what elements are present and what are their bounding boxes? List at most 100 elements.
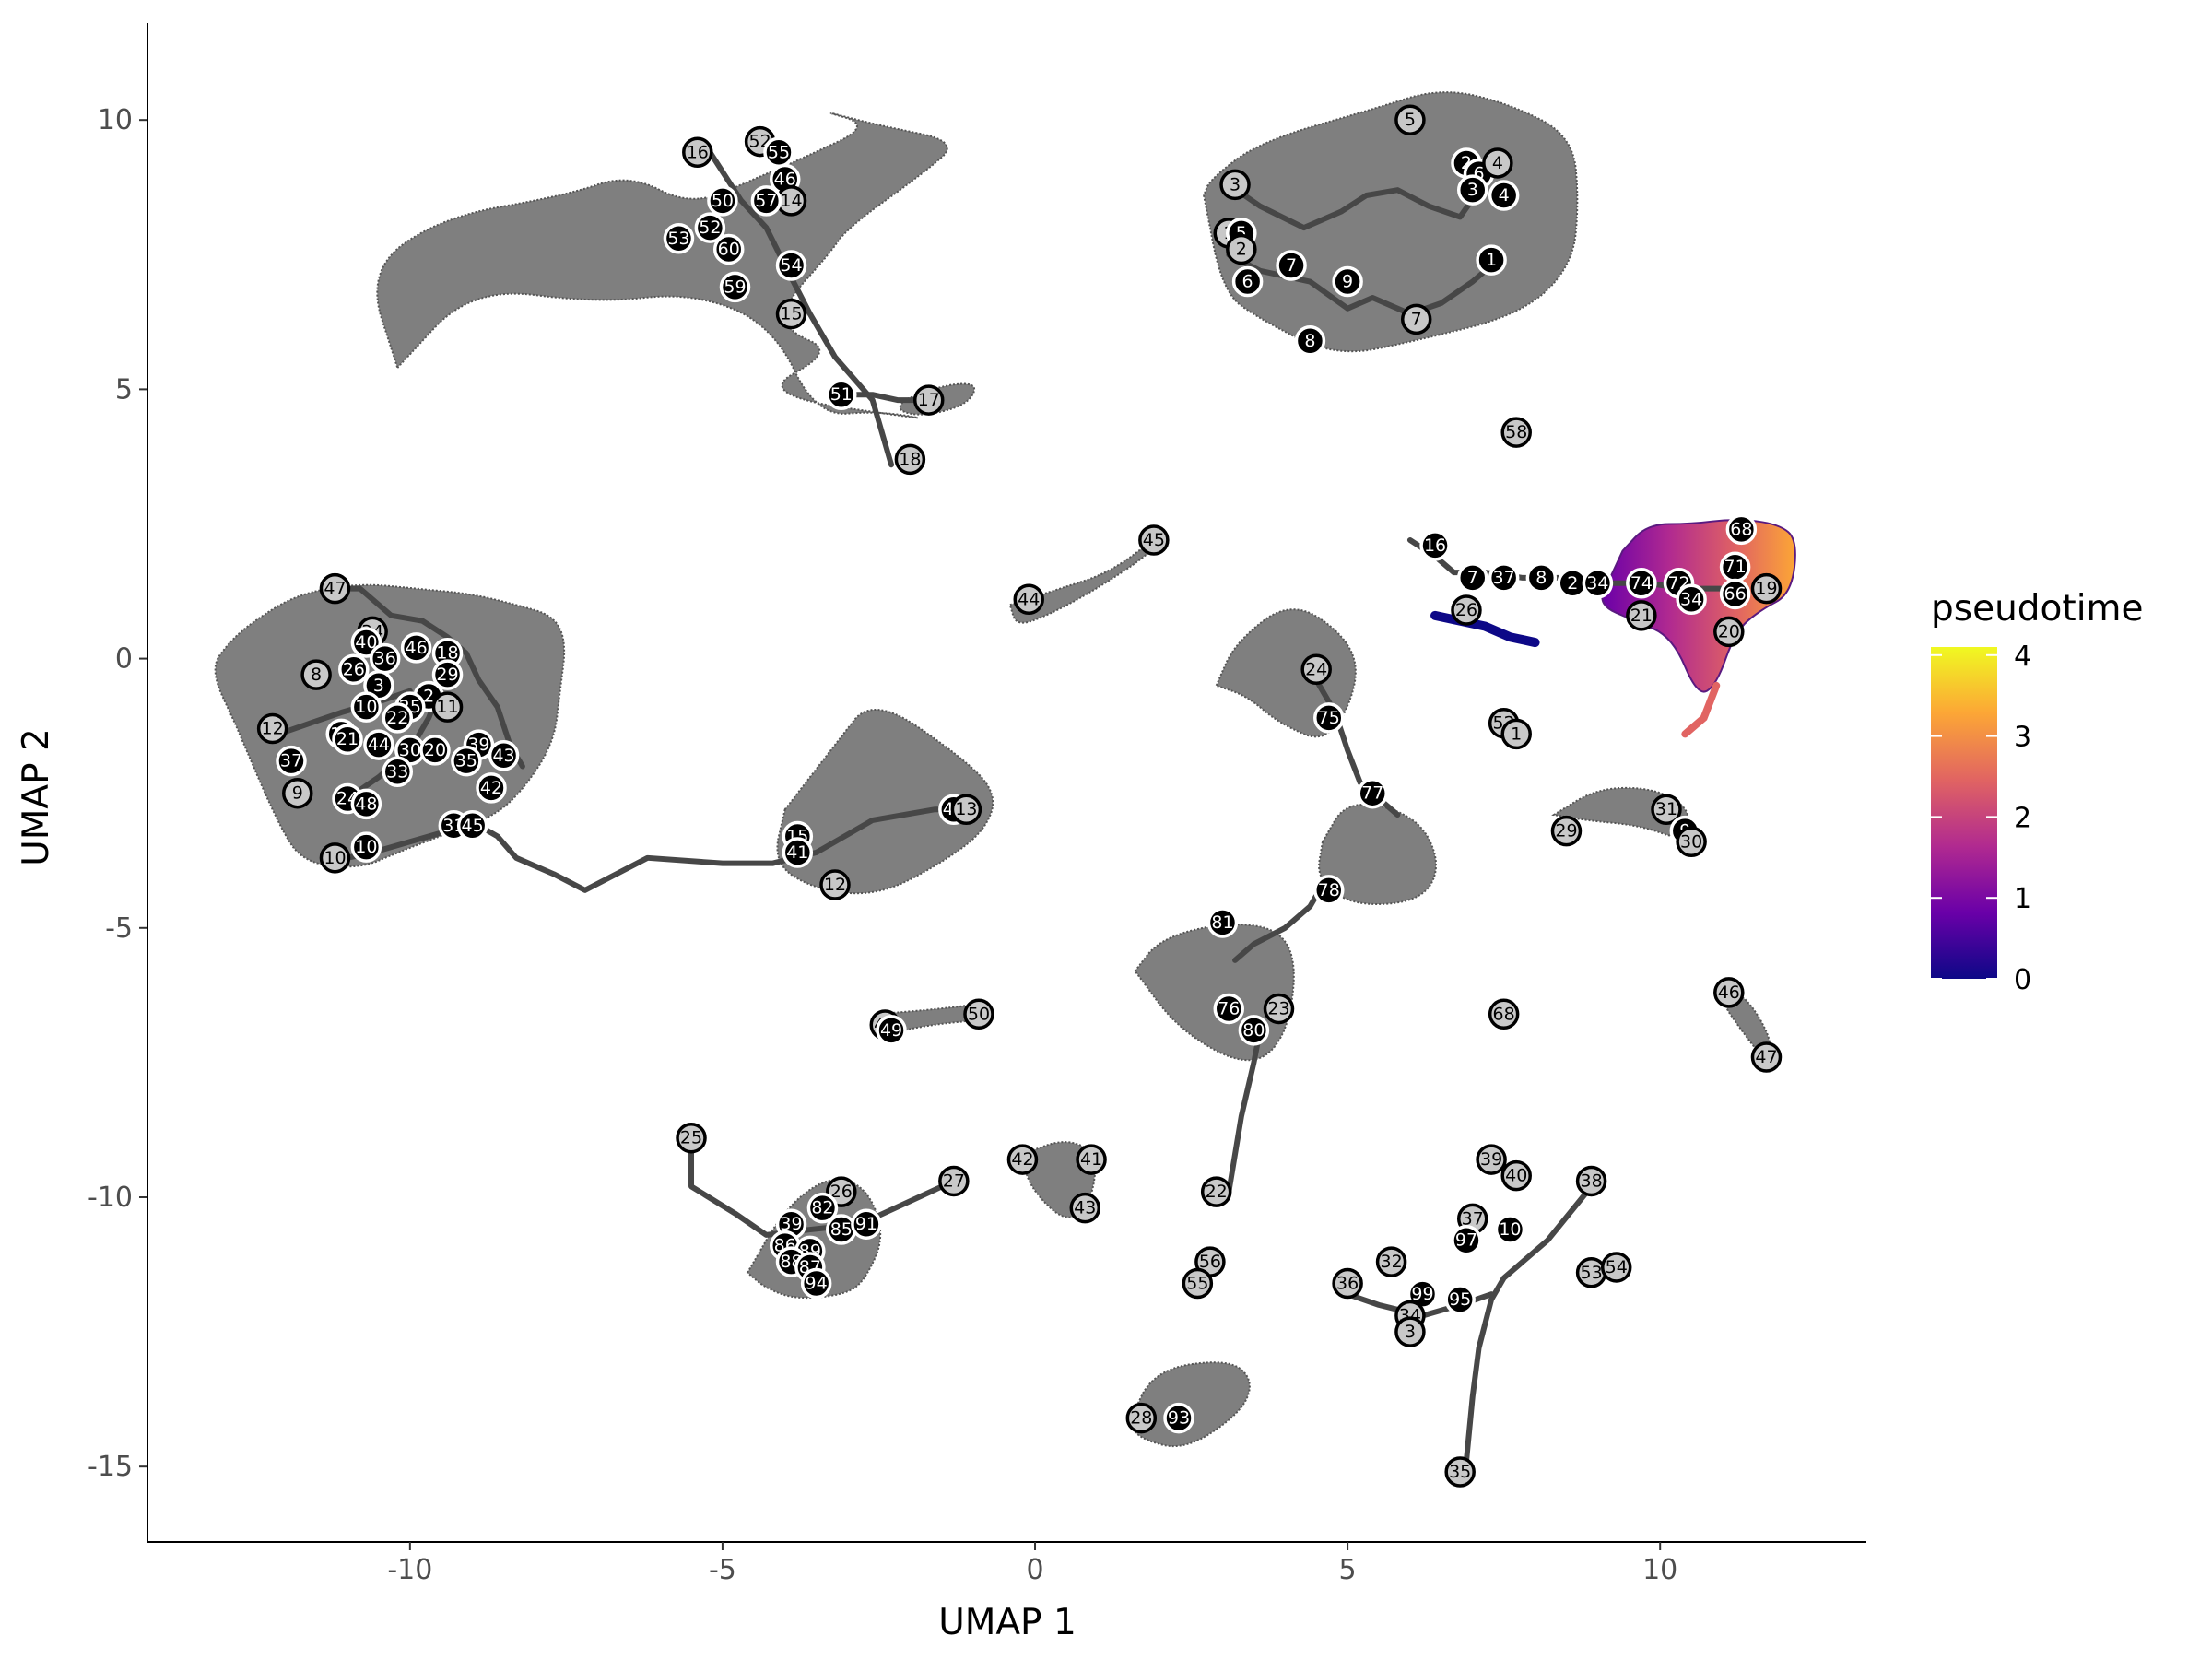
trajectory-node: 59 (719, 271, 751, 303)
x-tick-label: 5 (1339, 1554, 1357, 1586)
branch-node-marker (1313, 702, 1345, 734)
leaf-node-marker (950, 794, 982, 825)
trajectory-node: 66 (1719, 578, 1751, 610)
y-tick-label: -15 (88, 1451, 133, 1483)
node-label: 10 (324, 848, 346, 868)
node-label: 68 (1730, 519, 1752, 539)
node-label: 7 (1286, 255, 1297, 276)
node-label: 2 (1236, 239, 1247, 259)
branch-node-marker (1719, 578, 1751, 610)
leaf-node-marker (1263, 993, 1295, 1025)
trajectory-node: 10 (350, 691, 382, 723)
node-label: 74 (1630, 573, 1653, 594)
node-label: 41 (1080, 1149, 1102, 1170)
trajectory-node: 30 (1676, 826, 1707, 858)
node-label: 40 (1505, 1166, 1527, 1186)
node-label: 45 (462, 816, 484, 836)
node-label: 85 (830, 1219, 853, 1240)
leaf-node-marker (963, 998, 994, 1030)
node-label: 42 (480, 778, 502, 798)
branch-node-marker (400, 632, 432, 664)
trajectory-node: 9 (1332, 265, 1363, 298)
trajectory-node: 19 (1750, 572, 1783, 605)
trajectory-node: 2 (1226, 233, 1257, 265)
trajectory-node: 26 (826, 1176, 857, 1207)
node-label: 48 (355, 794, 377, 814)
x-tick-label: 10 (1642, 1554, 1677, 1586)
branch-node-marker (694, 212, 726, 243)
node-label: 94 (806, 1273, 828, 1293)
node-label: 51 (830, 384, 853, 405)
node-label: 60 (718, 239, 740, 259)
trajectory-node: 17 (912, 384, 945, 416)
node-label: 36 (1336, 1273, 1359, 1293)
node-label: 82 (811, 1198, 833, 1218)
branch-node-marker (350, 691, 382, 723)
trajectory-node: 36 (369, 642, 401, 675)
legend-ticks: 0 1 2 3 4 (1931, 641, 2031, 996)
node-label: 26 (343, 659, 365, 679)
trajectory-node: 82 (806, 1192, 839, 1224)
node-label: 68 (1493, 1004, 1515, 1024)
trajectory-node: 23 (1263, 993, 1295, 1025)
branch-node-marker (1456, 174, 1488, 206)
node-label: 81 (1211, 912, 1233, 933)
trajectory-node: 26 (338, 653, 370, 686)
leaf-node-marker (1676, 826, 1707, 858)
y-tick-label: 5 (115, 373, 133, 406)
node-label: 14 (780, 191, 802, 211)
trajectory-node: 32 (1375, 1246, 1407, 1277)
trajectory-node: 16 (1419, 530, 1451, 561)
branch-node-marker (276, 745, 307, 777)
node-label: 18 (899, 449, 921, 469)
node-label: 56 (1199, 1252, 1221, 1272)
legend-tick-label: 1 (2014, 883, 2031, 915)
node-label: 40 (355, 632, 377, 653)
leaf-node-marker (431, 691, 464, 723)
leaf-node-marker (1400, 303, 1432, 335)
trajectory-node: 20 (1713, 616, 1745, 648)
node-label: 45 (1143, 530, 1165, 550)
branch-node-marker (382, 702, 414, 734)
node-label: 3 (373, 676, 384, 696)
node-label: 10 (355, 837, 377, 857)
leaf-node-marker (912, 384, 945, 416)
branch-node-marker (488, 740, 520, 771)
trajectory-node: 74 (1626, 568, 1657, 599)
trajectory-node: 36 (1332, 1267, 1363, 1300)
leaf-node-marker (1394, 1316, 1426, 1347)
branch-node-marker (712, 233, 745, 265)
trajectory-node: 2 (1557, 568, 1589, 599)
leaf-node-marker (1500, 1159, 1532, 1192)
cell-cluster-center-ring (1318, 803, 1437, 905)
trajectory-node: 21 (332, 724, 363, 755)
trajectory-node: 81 (1206, 907, 1239, 938)
node-label: 47 (1755, 1047, 1777, 1067)
node-label: 8 (1304, 331, 1315, 351)
node-label: 76 (1218, 998, 1240, 1018)
node-label: 59 (724, 276, 746, 297)
trajectory-path (1226, 1027, 1264, 1195)
trajectory-node: 8 (1525, 562, 1558, 594)
branch-node-marker (1451, 1224, 1482, 1256)
trajectory-node: 41 (1076, 1144, 1107, 1175)
branch-node-marker (1213, 993, 1245, 1025)
leaf-node-marker (1626, 600, 1657, 631)
trajectory-node: 57 (750, 185, 782, 217)
cell-cluster-top-right (1203, 91, 1579, 353)
node-label: 80 (1242, 1020, 1265, 1041)
node-label: 1 (1511, 724, 1522, 744)
leaf-node-marker (1482, 147, 1513, 179)
trajectory-node: 35 (1444, 1456, 1476, 1488)
branch-node-marker (1238, 1015, 1270, 1046)
trajectory-node: 91 (851, 1208, 882, 1240)
branch-node-marker (1494, 1214, 1526, 1245)
leaf-node-marker (682, 136, 713, 169)
node-label: 53 (667, 229, 689, 249)
node-label: 9 (1342, 272, 1353, 292)
branch-node-marker (1206, 907, 1239, 938)
node-label: 39 (780, 1214, 802, 1234)
branch-node-marker (419, 735, 451, 766)
trajectory-node: 58 (1500, 417, 1532, 448)
trajectory-node: 97 (1451, 1224, 1482, 1256)
